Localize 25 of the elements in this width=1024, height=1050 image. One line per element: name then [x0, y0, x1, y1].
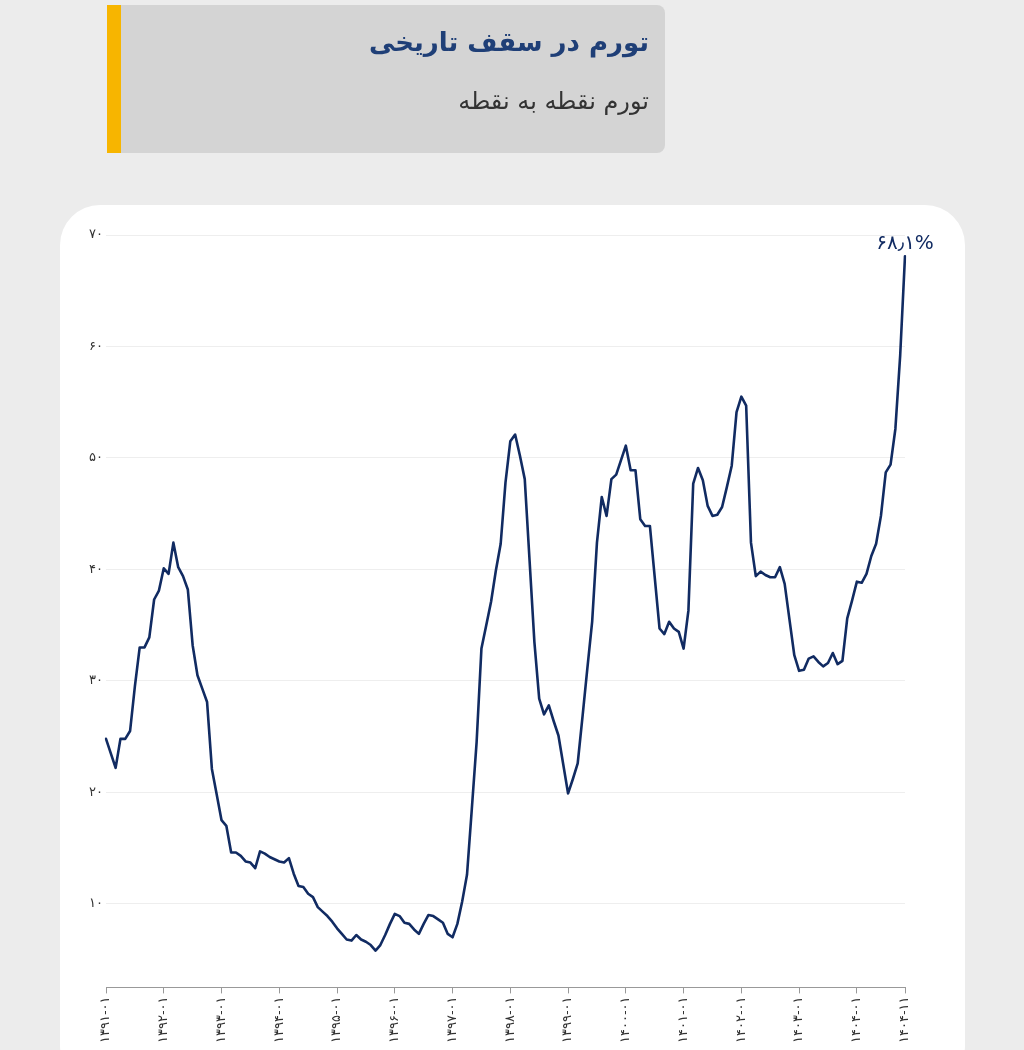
x-tick-label: ۱۳۹۷-۰۱	[443, 996, 459, 1044]
y-tick-label: ۵۰	[89, 449, 103, 465]
x-tick-label: ۱۳۹۴-۰۱	[270, 996, 286, 1044]
y-tick-label: ۷۰	[89, 226, 103, 242]
x-tick-label: ۱۴۰۴-۱۱	[896, 996, 912, 1044]
y-tick-label: ۱۰	[89, 895, 103, 911]
x-tick-label: ۱۴۰۴-۰۱	[848, 996, 864, 1044]
y-tick-label: ۶۰	[89, 337, 103, 353]
chart-title: تورم در سقف تاریخی	[368, 27, 649, 57]
x-tick-label: ۱۴۰۰-۰۱	[617, 996, 633, 1044]
y-tick-label: ۴۰	[89, 560, 103, 576]
x-tick-label: ۱۳۹۲-۰۱	[155, 996, 171, 1044]
x-tick-label: ۱۳۹۸-۰۱	[501, 996, 517, 1044]
y-tick-label: ۲۰	[89, 783, 103, 799]
x-tick-label: ۱۳۹۹-۰۱	[559, 996, 575, 1044]
chart-subtitle: تورم نقطه به نقطه	[458, 87, 649, 115]
x-tick-label: ۱۴۰۳-۰۱	[790, 996, 806, 1044]
x-tick-label: ۱۴۰۲-۰۱	[732, 996, 748, 1044]
x-tick-label: ۱۳۹۱-۰۱	[97, 996, 113, 1044]
x-tick-label: ۱۴۰۱-۰۱	[674, 996, 690, 1044]
y-tick-label: ۳۰	[89, 672, 103, 688]
annotation: ۶۸٫۱%	[876, 230, 934, 255]
x-tick-label: ۱۳۹۵-۰۱	[328, 996, 344, 1044]
x-tick-label: ۱۳۹۶-۰۱	[386, 996, 402, 1044]
x-tick-label: ۱۳۹۳-۰۱	[212, 996, 228, 1044]
